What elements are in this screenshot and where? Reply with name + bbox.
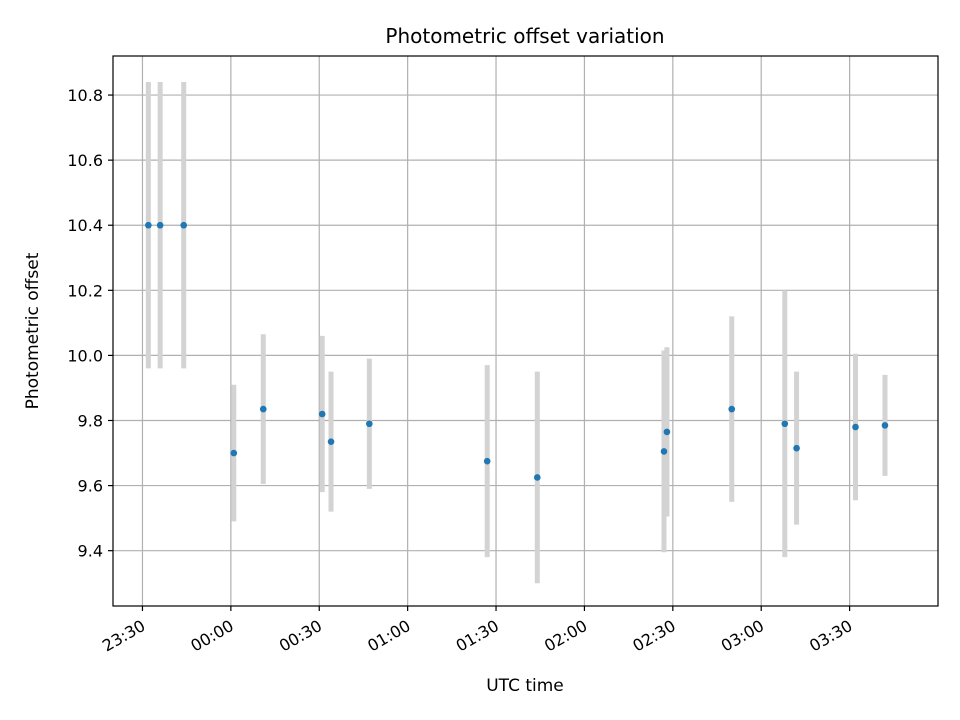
data-points [145, 221, 889, 481]
y-tick-label: 9.4 [78, 542, 103, 561]
y-tick-label: 10.0 [67, 346, 103, 365]
data-point [483, 457, 491, 465]
data-point [852, 423, 859, 431]
data-point [663, 428, 671, 436]
chart-title: Photometric offset variation [385, 24, 664, 48]
plot-frame [112, 55, 939, 607]
data-point [145, 221, 152, 229]
data-point [230, 449, 238, 457]
data-point [156, 221, 164, 229]
data-point [327, 438, 335, 445]
data-point [259, 405, 267, 413]
y-tick-label: 9.8 [78, 411, 103, 430]
y-tick-label: 10.6 [67, 151, 103, 170]
y-tick-label: 10.8 [67, 86, 103, 105]
y-tick-label: 10.2 [67, 281, 103, 300]
grid [113, 56, 938, 606]
data-point [881, 422, 889, 429]
data-point [728, 405, 736, 413]
data-point [180, 221, 188, 229]
y-tick-labels: 9.4 9.6 9.8 10.0 10.2 10.4 10.6 10.8 [67, 86, 103, 561]
data-point [660, 448, 668, 455]
data-point [318, 410, 326, 418]
data-point [781, 420, 789, 428]
data-point [533, 474, 541, 481]
x-axis-label: UTC time [486, 676, 564, 696]
data-point [366, 420, 373, 428]
data-point [793, 444, 800, 452]
y-tick-label: 9.6 [78, 477, 103, 496]
ticks [108, 94, 851, 611]
y-axis-label: Photometric offset [23, 252, 43, 409]
y-tick-label: 10.4 [67, 216, 103, 235]
